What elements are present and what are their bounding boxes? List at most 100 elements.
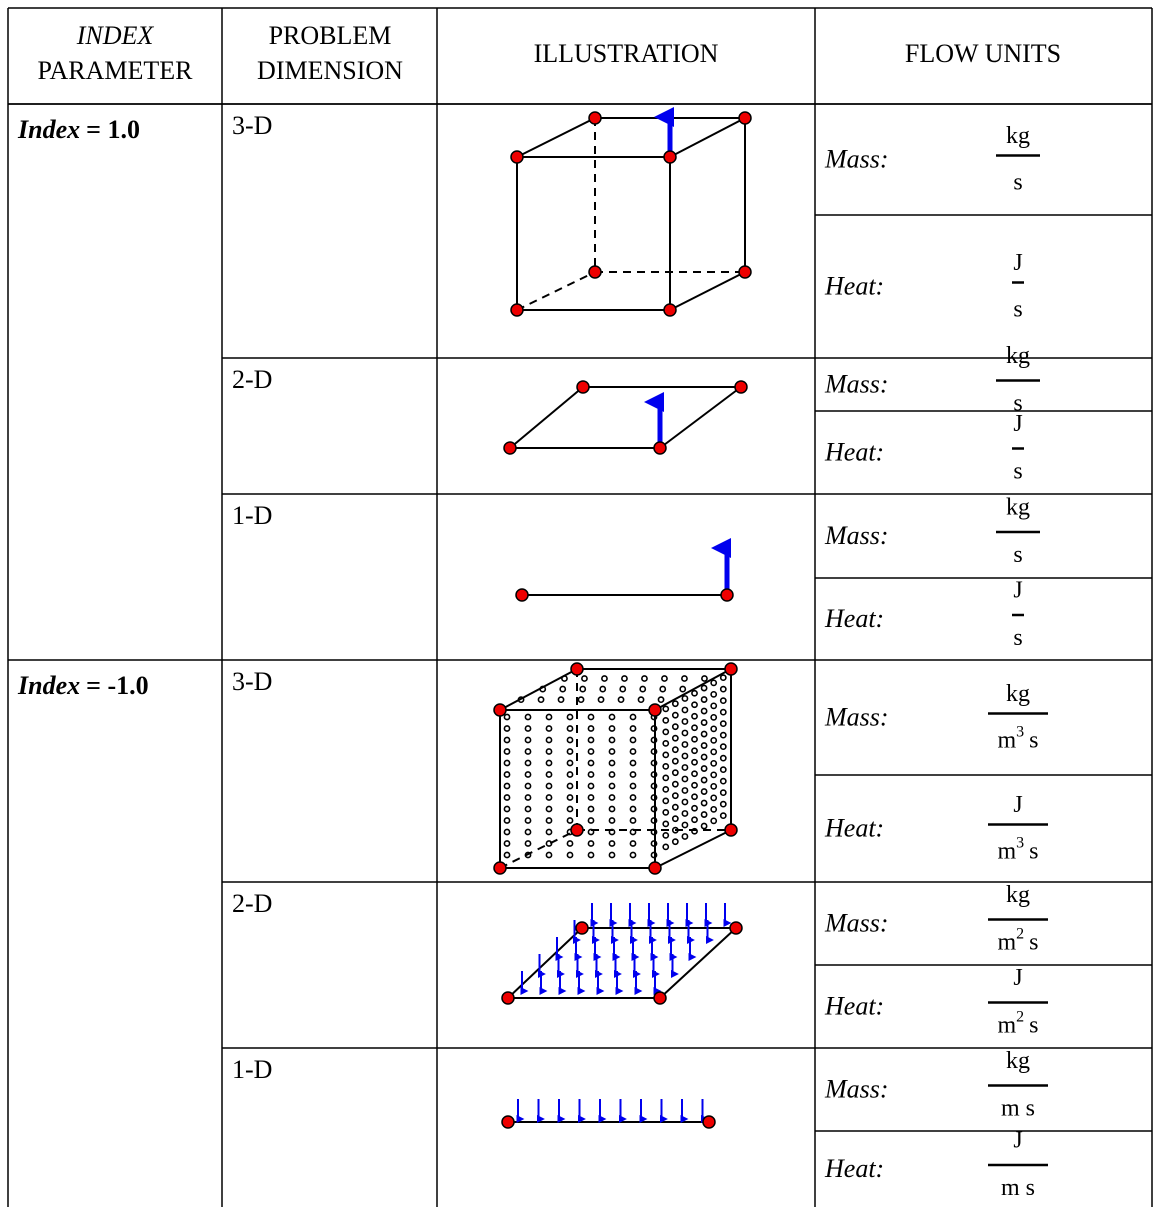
edge: [500, 830, 577, 868]
unit-kind: Mass:: [824, 908, 889, 937]
source-dot: [673, 747, 678, 752]
numerator: kg: [1006, 882, 1030, 908]
source-dot: [525, 726, 530, 731]
source-dot: [702, 823, 707, 828]
numerator: J: [1013, 965, 1022, 991]
source-dot: [567, 737, 572, 742]
source-dot: [618, 697, 623, 702]
unit-kind: Heat:: [824, 604, 884, 633]
source-dot: [721, 675, 726, 680]
source-dot: [525, 749, 530, 754]
source-dot: [692, 760, 697, 765]
source-dot: [546, 852, 551, 857]
source-dot: [663, 741, 668, 746]
unit-kind: Heat:: [824, 813, 884, 842]
source-dot: [630, 783, 635, 788]
edge: [517, 118, 595, 157]
source-dot: [588, 783, 593, 788]
source-dot: [721, 687, 726, 692]
source-dot: [504, 726, 509, 731]
node: [589, 112, 601, 124]
source-dot: [630, 749, 635, 754]
node: [664, 151, 676, 163]
unit-kind: Mass:: [824, 702, 889, 731]
index-label: Index= -1.0: [17, 671, 149, 700]
source-dot: [546, 760, 551, 765]
denominator-base: m: [997, 1012, 1016, 1038]
node: [571, 824, 583, 836]
denominator-base: m s: [1001, 1175, 1035, 1201]
source-dot: [663, 833, 668, 838]
source-dot: [702, 777, 707, 782]
node: [664, 304, 676, 316]
source-dot: [721, 733, 726, 738]
denominator-base: s: [1013, 169, 1022, 195]
source-dot: [721, 767, 726, 772]
denominator: s: [1013, 625, 1022, 651]
source-dot: [525, 806, 530, 811]
source-dot: [588, 714, 593, 719]
source-dot: [504, 852, 509, 857]
index-name: Index: [17, 671, 80, 700]
unit-kind: Heat:: [824, 1154, 884, 1183]
denominator-tail: s: [1029, 838, 1038, 864]
denominator-tail: s: [1029, 929, 1038, 955]
denominator-tail: s: [1029, 727, 1038, 753]
source-dot: [663, 810, 668, 815]
source-dot: [692, 691, 697, 696]
source-dot: [609, 783, 614, 788]
source-dot: [673, 759, 678, 764]
source-dot: [711, 692, 716, 697]
dimension: 1-D: [232, 1055, 272, 1084]
source-dot: [609, 772, 614, 777]
source-dot: [692, 771, 697, 776]
denominator-exponent: 2: [1016, 1008, 1024, 1025]
index-value: = 1.0: [86, 115, 140, 144]
node: [576, 922, 588, 934]
source-dot: [588, 772, 593, 777]
denominator-base: s: [1013, 542, 1022, 568]
header-cell: FLOW UNITS: [905, 39, 1061, 68]
source-dot: [567, 714, 572, 719]
source-dot: [682, 753, 687, 758]
source-dot: [588, 795, 593, 800]
source-dot: [640, 686, 645, 691]
source-dot: [702, 766, 707, 771]
node: [494, 862, 506, 874]
source-dot: [630, 852, 635, 857]
source-dot: [630, 818, 635, 823]
denominator-base: m: [997, 838, 1016, 864]
source-dot: [504, 818, 509, 823]
source-dot: [682, 707, 687, 712]
node: [735, 381, 747, 393]
source-dot: [630, 726, 635, 731]
node: [654, 442, 666, 454]
node: [577, 381, 589, 393]
denominator: s: [1013, 169, 1022, 195]
source-dot: [673, 770, 678, 775]
denominator: s: [1013, 296, 1022, 322]
source-dot: [504, 829, 509, 834]
node: [739, 112, 751, 124]
source-dot: [504, 772, 509, 777]
denominator-base: s: [1013, 458, 1022, 484]
denominator-base: m s: [1001, 1095, 1035, 1121]
source-dot: [702, 754, 707, 759]
dimension: 1-D: [232, 501, 272, 530]
source-dot: [567, 760, 572, 765]
source-dot: [721, 721, 726, 726]
source-dot: [702, 743, 707, 748]
node: [721, 589, 733, 601]
source-dot: [546, 714, 551, 719]
source-dot: [673, 816, 678, 821]
source-dot: [711, 738, 716, 743]
source-dot: [602, 676, 607, 681]
source-dot: [663, 729, 668, 734]
source-dot: [711, 680, 716, 685]
numerator: kg: [1006, 1048, 1030, 1074]
source-dot: [702, 697, 707, 702]
source-dot: [546, 726, 551, 731]
source-dot: [588, 737, 593, 742]
source-dot: [721, 790, 726, 795]
